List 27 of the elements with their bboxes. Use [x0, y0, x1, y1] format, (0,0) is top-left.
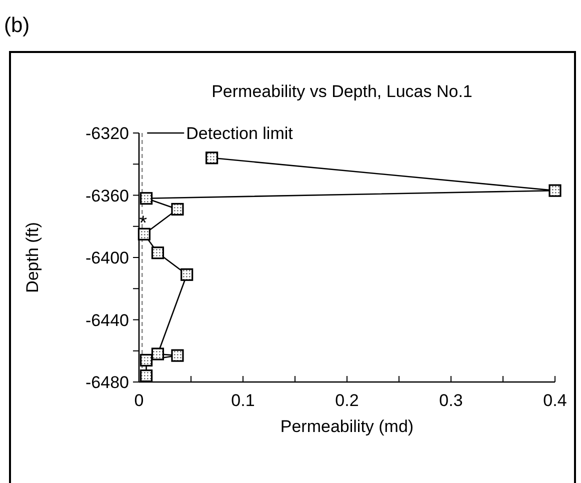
y-tick-label: -6480 — [86, 373, 129, 392]
x-tick-label: 0.2 — [335, 391, 359, 410]
point — [140, 192, 153, 205]
point — [151, 348, 164, 360]
chart-title: Permeability vs Depth, Lucas No.1 — [212, 82, 472, 101]
x-tick-label: 0 — [134, 391, 144, 410]
point — [171, 349, 184, 362]
point — [548, 184, 562, 197]
x-tick-label: 0.3 — [439, 391, 463, 410]
point — [171, 202, 184, 216]
y-tick-label: -6320 — [86, 124, 129, 143]
y-axis-title: Depth (ft) — [23, 222, 42, 293]
y-tick-label: -6400 — [86, 248, 129, 268]
point — [140, 354, 153, 367]
point — [138, 228, 150, 240]
point — [206, 152, 218, 164]
point — [140, 369, 153, 382]
y-tick-label: -6440 — [86, 310, 129, 330]
x-axis-title: Permeability (md) — [280, 417, 414, 436]
y-tick-label: -6360 — [86, 186, 129, 206]
x-tick-label: 0.4 — [543, 391, 567, 410]
ref-line-label: Detection limit — [186, 124, 294, 143]
text: (b) — [4, 14, 30, 37]
point — [180, 268, 194, 281]
annotation: * — [139, 212, 148, 235]
x-tick-label: 0.1 — [231, 391, 255, 410]
point — [151, 246, 164, 260]
